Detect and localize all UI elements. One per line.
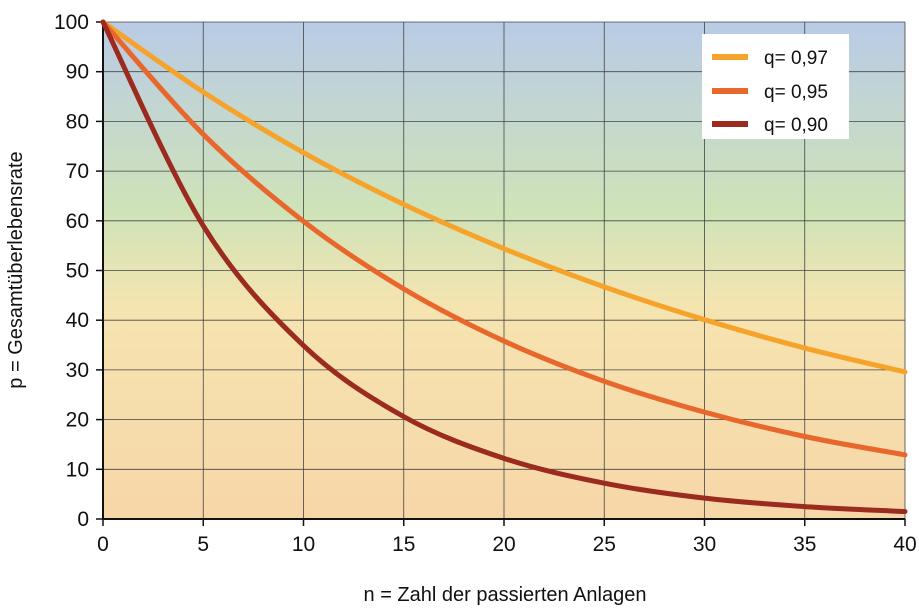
x-tick-label: 40 [893, 533, 916, 556]
x-tick-label: 0 [97, 533, 109, 556]
y-tick-label: 80 [66, 110, 89, 133]
y-axis-label: p = Gesamtüberlebensrate [5, 151, 27, 388]
x-tick-label: 25 [593, 533, 616, 556]
series-line-0 [100, 19, 908, 375]
x-tick-label: 5 [197, 533, 209, 556]
y-tick-label: 20 [66, 409, 89, 432]
y-tick-label: 70 [66, 160, 89, 183]
x-tick-label: 30 [693, 533, 716, 556]
y-tick-label: 30 [66, 359, 89, 382]
x-tick-label: 15 [392, 533, 415, 556]
y-tick-label: 40 [66, 309, 89, 332]
x-axis: 0 5 10 15 20 25 30 35 40 [97, 519, 917, 556]
legend-label-q-0-95: q= 0,95 [764, 82, 828, 103]
y-tick-label: 100 [54, 11, 89, 34]
x-axis-label: n = Zahl der passierten Anlagen [364, 584, 647, 606]
x-tick-label: 10 [292, 533, 315, 556]
legend-label-q-0-97: q= 0,97 [764, 48, 828, 69]
y-tick-label: 90 [66, 61, 89, 84]
y-axis: 0 10 20 30 40 50 60 70 80 90 100 [54, 11, 103, 531]
series-line-1 [100, 19, 908, 458]
x-tick-label: 20 [492, 533, 515, 556]
y-tick-label: 10 [66, 458, 89, 481]
legend-label-q-0-90: q= 0,90 [764, 115, 828, 136]
y-tick-label: 50 [66, 260, 89, 283]
series-line-2 [100, 19, 908, 515]
y-tick-label: 60 [66, 210, 89, 233]
legend: q= 0,97 q= 0,95 q= 0,90 [702, 34, 849, 139]
series-layer [100, 19, 908, 515]
x-tick-label: 35 [793, 533, 816, 556]
y-tick-label: 0 [77, 508, 89, 531]
